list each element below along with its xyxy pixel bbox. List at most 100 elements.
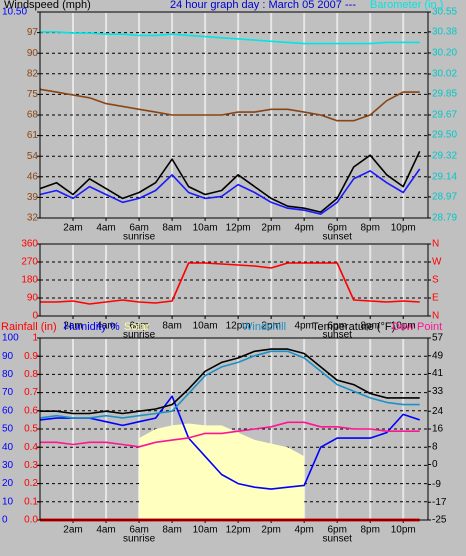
y2-tick-label: N xyxy=(432,311,439,322)
y-tick-label: 0.1 xyxy=(24,496,38,507)
series-header: Dew Point xyxy=(392,321,442,333)
y-tick-label: 90 xyxy=(2,351,14,362)
annotation: sunrise xyxy=(123,232,156,243)
x-tick-label: 8pm xyxy=(360,223,379,234)
series-header: Solar xyxy=(124,321,150,333)
x-tick-label: 2pm xyxy=(261,321,280,332)
y-tick-label: 0 xyxy=(32,311,38,322)
y2-tick-label: -9 xyxy=(432,479,441,490)
x-tick-label: 2pm xyxy=(261,223,280,234)
plot-frame xyxy=(39,243,429,317)
y-tick-label: 54 xyxy=(27,151,39,162)
series-header: Windspeed (mph) xyxy=(4,0,91,11)
y-tick-label: 0.4 xyxy=(24,442,38,453)
y-tick-label: 0.3 xyxy=(24,460,38,471)
x-tick-label: 10pm xyxy=(391,525,416,536)
y2-tick-label: 49 xyxy=(432,350,444,361)
x-tick-label: 6pm xyxy=(327,223,346,234)
y2-tick-label: 29.32 xyxy=(432,151,457,162)
series-line xyxy=(40,421,420,448)
y-tick-label: 0.6 xyxy=(24,405,38,416)
x-tick-label: 6am xyxy=(129,525,148,536)
y-tick-label: 0.2 xyxy=(24,478,38,489)
y2-tick-label: 24 xyxy=(432,406,444,417)
y2-tick-label: 29.14 xyxy=(432,172,457,183)
y-tick-label: 360 xyxy=(21,239,38,250)
y-tick-label: 0.9 xyxy=(24,351,38,362)
x-tick-label: 4am xyxy=(96,321,115,332)
y2-tick-label: 29.50 xyxy=(432,130,457,141)
annotation: sunrise xyxy=(123,330,156,341)
plot-frame xyxy=(39,11,429,219)
series-line xyxy=(39,168,421,215)
y-tick-label: 0.5 xyxy=(24,424,38,435)
x-tick-label: 2am xyxy=(63,525,82,536)
y-tick-label: 90 xyxy=(27,293,39,304)
y2-tick-label: E xyxy=(432,293,439,304)
series-line xyxy=(40,348,420,415)
area xyxy=(139,423,305,520)
title-suffix: --- xyxy=(345,0,356,11)
x-tick-label: 6pm xyxy=(327,321,346,332)
series-line xyxy=(40,31,420,45)
y-tick-label: 0.7 xyxy=(24,387,38,398)
y2-tick-label: 8 xyxy=(432,441,438,452)
y2-tick-label: 28.97 xyxy=(432,192,457,203)
y2-tick-label: 30.55 xyxy=(432,7,457,18)
x-tick-label: 4pm xyxy=(294,223,313,234)
y-tick-label: 10 xyxy=(2,496,14,507)
x-tick-label: 8am xyxy=(162,223,181,234)
y2-tick-label: S xyxy=(432,275,439,286)
y-tick-label: 75 xyxy=(27,89,39,100)
x-tick-label: 6pm xyxy=(327,525,346,536)
y-tick-label: 0 xyxy=(2,515,8,526)
y2-tick-label: 30.02 xyxy=(432,69,457,80)
y2-tick-label: 29.67 xyxy=(432,110,457,121)
annotation: sunset xyxy=(322,534,352,545)
x-tick-label: 8pm xyxy=(360,525,379,536)
x-tick-label: 10pm xyxy=(391,321,416,332)
y-tick-label: 80 xyxy=(2,369,14,380)
y2-tick-label: 30.38 xyxy=(432,27,457,38)
y-tick-label: 61 xyxy=(27,130,39,141)
series-line xyxy=(39,395,420,490)
y-tick-label: 97 xyxy=(27,27,39,38)
y2-tick-label: N xyxy=(432,239,439,250)
series-header: Humidity % xyxy=(64,321,120,333)
y-tick-label: 20 xyxy=(2,478,14,489)
x-tick-label: 4am xyxy=(96,525,115,536)
x-tick-label: 10am xyxy=(193,525,218,536)
y2-tick-label: 0 xyxy=(432,459,438,470)
x-tick-label: 2pm xyxy=(261,525,280,536)
series-line xyxy=(39,88,420,122)
y-tick-label: 10.50 xyxy=(2,7,27,18)
y2-tick-label: 33 xyxy=(432,386,444,397)
x-tick-label: 6am xyxy=(129,321,148,332)
annotation: sunset xyxy=(322,232,352,243)
y-tick-label: 0.0 xyxy=(24,515,38,526)
plot-frame xyxy=(39,337,429,521)
series-header: Windchill xyxy=(242,321,286,333)
series-line xyxy=(39,150,421,213)
y-tick-label: 90 xyxy=(27,48,39,59)
y2-tick-label: -17 xyxy=(432,497,447,508)
x-tick-label: 4am xyxy=(96,223,115,234)
y2-tick-label: -25 xyxy=(432,515,447,526)
y-tick-label: 180 xyxy=(21,275,38,286)
series-header: Rainfall (in) xyxy=(1,321,57,333)
x-tick-label: 8pm xyxy=(360,321,379,332)
y2-tick-label: 28.79 xyxy=(432,213,457,224)
y-tick-label: 40 xyxy=(2,442,14,453)
y-tick-label: 60 xyxy=(2,405,14,416)
x-tick-label: 10am xyxy=(193,321,218,332)
series-header: Temperature (°F) xyxy=(312,321,395,333)
chart-title: 24 hour graph day : March 05 2007 xyxy=(170,0,342,11)
y-tick-label: 270 xyxy=(21,257,38,268)
series-line xyxy=(39,350,420,419)
x-tick-label: 12pm xyxy=(226,321,251,332)
x-tick-label: 8am xyxy=(162,525,181,536)
x-tick-label: 2am xyxy=(63,223,82,234)
y-tick-label: 100 xyxy=(2,333,19,344)
x-tick-label: 2am xyxy=(63,321,82,332)
x-tick-label: 6am xyxy=(129,223,148,234)
